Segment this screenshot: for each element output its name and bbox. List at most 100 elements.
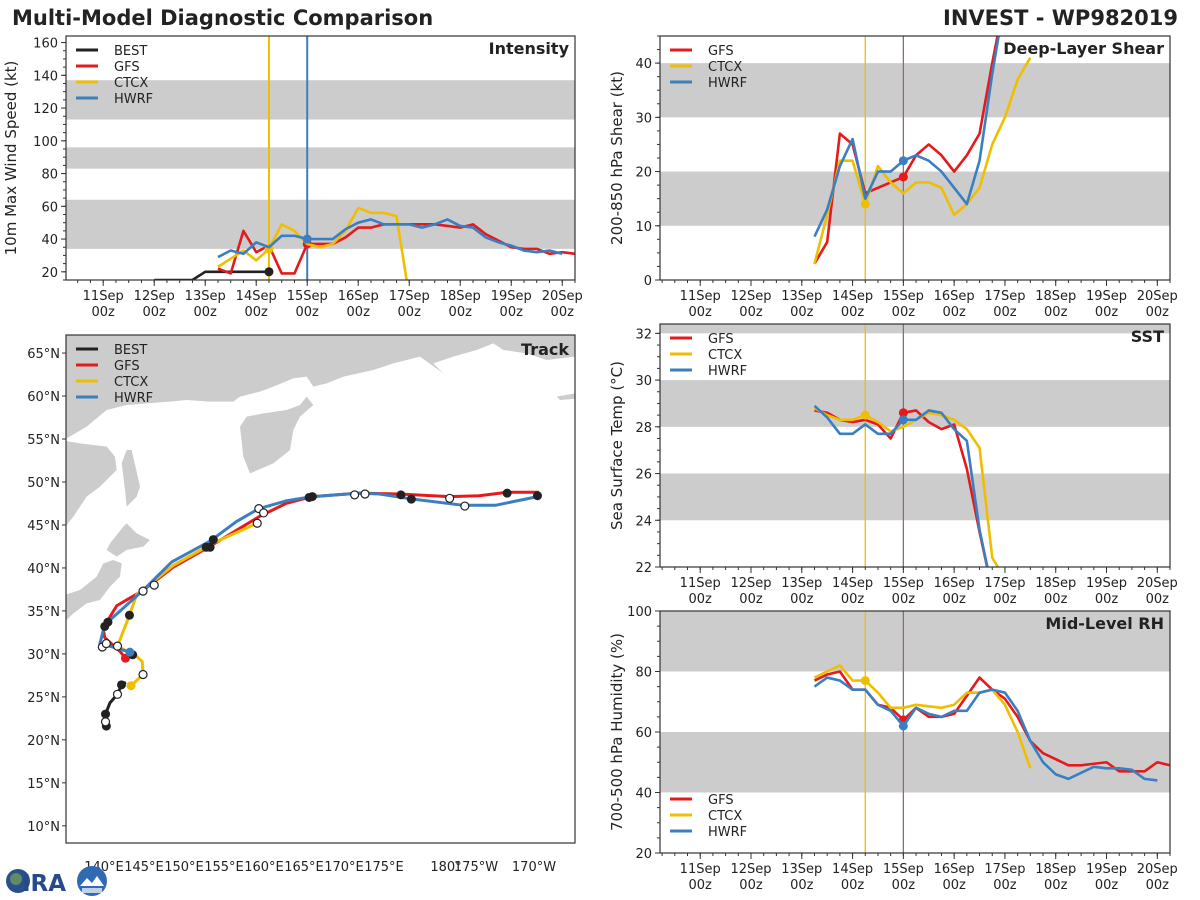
y-tick-label: 80 bbox=[41, 168, 58, 183]
y-tick-label: 100 bbox=[627, 605, 652, 620]
intensity-panel: 2040608010012014016011Sep00z12Sep00z13Se… bbox=[2, 35, 583, 320]
track-marker-filled bbox=[502, 488, 512, 498]
init-marker-hwrf bbox=[898, 415, 908, 425]
plot-area bbox=[66, 36, 575, 280]
cira-logo: IRA bbox=[6, 866, 107, 897]
legend-label-ctcx: CTCX bbox=[708, 809, 742, 824]
track-panel: 65°N 60°N 55°N 50°N 45°N 40°N 35°N 30°N 25°N 20°N… bbox=[27, 334, 576, 875]
init-marker-ctcx bbox=[860, 199, 870, 209]
x-tick-label-day: 14Sep bbox=[236, 289, 277, 304]
x-tick-label-hour: 00z bbox=[194, 305, 218, 320]
threshold-band bbox=[660, 611, 1170, 672]
x-tick-label-hour: 00z bbox=[1044, 305, 1068, 320]
lon-tick-label: 160°E bbox=[244, 860, 284, 875]
legend-label-gfs: GFS bbox=[708, 793, 734, 808]
y-tick-label: 30 bbox=[635, 374, 652, 389]
y-tick-label: 40 bbox=[635, 57, 652, 72]
lon-tick-label: 170°W bbox=[512, 860, 556, 875]
track-line-gfs bbox=[101, 490, 540, 660]
track-marker-filled bbox=[406, 494, 416, 504]
x-tick-label-hour: 00z bbox=[739, 878, 763, 893]
y-tick-label: 140 bbox=[33, 69, 58, 84]
land-asia-mainland bbox=[66, 441, 117, 526]
plot-area bbox=[660, 36, 1170, 280]
y-axis-label: Sea Surface Temp (°C) bbox=[608, 361, 626, 530]
series-line-ctcx bbox=[217, 206, 408, 280]
lon-tick-label: 165°E bbox=[284, 860, 324, 875]
x-tick-label-hour: 00z bbox=[892, 878, 916, 893]
x-tick-label-day: 20Sep bbox=[1137, 862, 1178, 877]
x-tick-label-day: 11Sep bbox=[83, 289, 124, 304]
x-tick-label-day: 12Sep bbox=[730, 862, 771, 877]
x-tick-label-day: 17Sep bbox=[984, 576, 1025, 591]
x-tick-label-day: 13Sep bbox=[781, 862, 822, 877]
series-line-ctcx bbox=[813, 57, 1032, 265]
x-tick-label-day: 18Sep bbox=[440, 289, 481, 304]
land-russia bbox=[66, 335, 575, 439]
init-marker-ctcx bbox=[860, 676, 870, 686]
x-tick-label-hour: 00z bbox=[892, 305, 916, 320]
track-marker-open bbox=[138, 669, 148, 680]
y-tick-label: 26 bbox=[635, 468, 652, 483]
lon-tick-label: 155°E bbox=[204, 860, 244, 875]
legend-label-hwrf: HWRF bbox=[708, 364, 747, 379]
x-tick-label-day: 11Sep bbox=[680, 576, 721, 591]
lat-tick-label: 50°N bbox=[27, 476, 60, 491]
x-tick-label-hour: 00z bbox=[245, 305, 269, 320]
y-tick-label: 10 bbox=[635, 220, 652, 235]
track-marker-open bbox=[112, 689, 123, 699]
y-tick-label: 60 bbox=[635, 726, 652, 741]
lon-tick-label: 180° bbox=[430, 860, 461, 875]
series-line-gfs bbox=[813, 36, 999, 265]
legend-label-best: BEST bbox=[114, 343, 147, 358]
track-marker-open bbox=[360, 489, 370, 499]
panel-title: Intensity bbox=[489, 39, 570, 58]
track-marker-hwrf bbox=[125, 647, 135, 657]
x-tick-label-day: 13Sep bbox=[185, 289, 226, 304]
y-tick-label: 40 bbox=[41, 233, 58, 248]
init-marker-best bbox=[264, 267, 274, 277]
x-tick-label-day: 11Sep bbox=[680, 862, 721, 877]
init-marker-gfs bbox=[898, 408, 908, 418]
init-marker-hwrf bbox=[302, 234, 312, 244]
y-axis-label: 10m Max Wind Speed (kt) bbox=[2, 61, 20, 256]
lat-tick-label: 35°N bbox=[27, 605, 60, 620]
series-line-hwrf bbox=[217, 218, 563, 259]
init-marker-ctcx bbox=[860, 410, 870, 420]
x-tick-label-hour: 00z bbox=[942, 878, 966, 893]
land bbox=[66, 335, 575, 621]
y-tick-label: 28 bbox=[635, 421, 652, 436]
x-tick-label-day: 19Sep bbox=[491, 289, 532, 304]
x-tick-label-day: 19Sep bbox=[1086, 862, 1127, 877]
x-tick-label-hour: 00z bbox=[1095, 305, 1119, 320]
threshold-band bbox=[660, 324, 1170, 334]
x-tick-label-day: 19Sep bbox=[1086, 576, 1127, 591]
track-marker-open bbox=[149, 580, 159, 590]
x-tick-label-day: 16Sep bbox=[934, 289, 975, 304]
x-tick-label-hour: 00z bbox=[1095, 592, 1119, 607]
x-tick-label-hour: 00z bbox=[1146, 592, 1170, 607]
x-tick-label-day: 16Sep bbox=[338, 289, 379, 304]
track-marker-open bbox=[112, 641, 123, 651]
x-tick-label-day: 17Sep bbox=[389, 289, 430, 304]
init-marker-hwrf bbox=[898, 156, 908, 166]
plot-area bbox=[660, 611, 1170, 853]
legend-label-ctcx: CTCX bbox=[114, 76, 148, 91]
lat-tick-label: 65°N bbox=[27, 347, 60, 362]
svg-text:IRA: IRA bbox=[22, 871, 66, 897]
threshold-band bbox=[660, 732, 1170, 793]
land-honshu bbox=[66, 560, 122, 621]
y-axis-label: 200-850 hPa Shear (kt) bbox=[608, 71, 626, 245]
x-tick-label-day: 16Sep bbox=[934, 576, 975, 591]
plot-area bbox=[660, 324, 1170, 567]
y-tick-label: 160 bbox=[33, 37, 58, 52]
y-tick-label: 120 bbox=[33, 102, 58, 117]
x-tick-label-day: 15Sep bbox=[883, 289, 924, 304]
legend-label-hwrf: HWRF bbox=[708, 825, 747, 840]
x-tick-label-hour: 00z bbox=[790, 592, 814, 607]
x-tick-label-day: 18Sep bbox=[1035, 576, 1076, 591]
track-marker-open bbox=[100, 717, 111, 727]
panel-title: Deep-Layer Shear bbox=[1003, 39, 1164, 58]
x-tick-label-day: 15Sep bbox=[883, 576, 924, 591]
x-tick-label-day: 17Sep bbox=[984, 862, 1025, 877]
